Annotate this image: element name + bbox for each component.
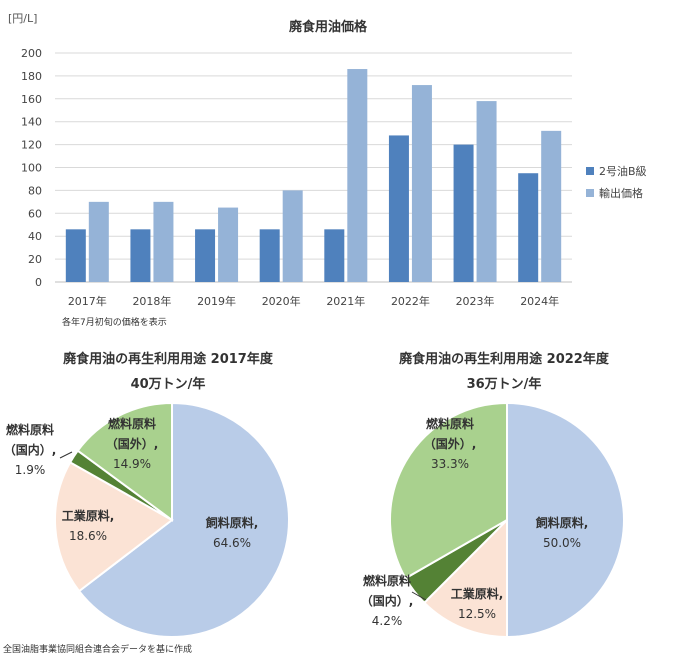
pie-2017-subtitle: 40万トン/年 bbox=[131, 376, 206, 392]
legend-entry: 輸出価格 bbox=[599, 186, 643, 200]
pie-2022-subtitle: 36万トン/年 bbox=[467, 376, 542, 392]
pie-data-label: 18.6% bbox=[69, 529, 107, 543]
bar-grade2b-2023年 bbox=[453, 144, 474, 282]
pie-slice bbox=[422, 517, 508, 639]
y-tick-labels: 0 20 40 60 80 100 120 140 160 180 200 bbox=[21, 47, 42, 289]
pie-data-label: 14.9% bbox=[113, 457, 151, 471]
bar-grade2b-2022年 bbox=[388, 135, 409, 282]
bar-export-2020年 bbox=[282, 190, 303, 282]
pie-data-label: 燃料原料 bbox=[108, 416, 156, 431]
x-tick-label: 2017年 bbox=[68, 294, 107, 308]
bar-chart-title: 廃食用油価格 bbox=[288, 19, 368, 35]
y-tick-label: 160 bbox=[21, 93, 42, 106]
bar-export-2024年 bbox=[541, 130, 562, 282]
pie-data-label: 飼料原料, bbox=[535, 515, 589, 530]
pie-chart-2022: 廃食用油の再生利用用途 2022年度 36万トン/年 飼料原料, 50.0% 工業原… bbox=[361, 351, 625, 639]
bar-grade2b-2019年 bbox=[195, 229, 216, 282]
source-note: 全国油脂事業協同組合連合会データを基に作成 bbox=[3, 643, 192, 655]
bar-grade2b-2021年 bbox=[324, 229, 345, 282]
y-tick-label: 100 bbox=[21, 162, 42, 175]
y-tick-label: 0 bbox=[35, 276, 42, 289]
x-tick-label: 2021年 bbox=[326, 294, 365, 308]
y-tick-label: 140 bbox=[21, 116, 42, 129]
pie-data-label: 50.0% bbox=[543, 536, 581, 550]
pie-data-label: 4.2% bbox=[372, 614, 403, 628]
pie-data-label: 燃料原料 bbox=[363, 573, 411, 588]
leader-line bbox=[59, 451, 73, 459]
y-tick-label: 180 bbox=[21, 70, 42, 83]
pie-data-label: 工業原料, bbox=[451, 586, 504, 601]
x-tick-label: 2019年 bbox=[197, 294, 236, 308]
pie-2022-slices bbox=[389, 401, 625, 639]
pie-chart-2017: 廃食用油の再生利用用途 2017年度 40万トン/年 飼料原料, 64.6% 工業原… bbox=[4, 351, 290, 638]
pie-data-label: （国外）, bbox=[106, 436, 159, 451]
x-tick-label: 2022年 bbox=[391, 294, 430, 308]
pie-data-label: 1.9% bbox=[15, 463, 46, 477]
pie-slice bbox=[77, 401, 290, 638]
bar-export-2023年 bbox=[476, 101, 497, 282]
y-tick-label: 20 bbox=[28, 253, 42, 266]
pie-data-label: 12.5% bbox=[458, 607, 496, 621]
pie-slice bbox=[389, 401, 508, 580]
pie-2017-labels: 飼料原料, 64.6% 工業原料, 18.6% 燃料原料 （国内）, 1.9% 燃料原料 （国外… bbox=[4, 416, 259, 550]
y-tick-label: 40 bbox=[28, 230, 42, 243]
y-tick-label: 60 bbox=[28, 207, 42, 220]
pie-data-label: 燃料原料 bbox=[426, 416, 474, 431]
bar-export-2018年 bbox=[153, 201, 174, 282]
y-tick-label: 200 bbox=[21, 47, 42, 60]
pie-2022-labels: 飼料原料, 50.0% 工業原料, 12.5% 燃料原料 （国内）, 4.2% 燃料原料 （国外… bbox=[361, 416, 589, 628]
y-axis-label: [円/L] bbox=[8, 12, 37, 25]
price-bar-chart: [円/L] 廃食用油価格 0 20 40 60 80 100 120 140 160 180 200… bbox=[8, 12, 647, 328]
bar-marks bbox=[65, 69, 562, 282]
pie-slice bbox=[54, 460, 174, 593]
pie-data-label: （国内）, bbox=[361, 593, 414, 608]
pie-data-label: （国外）, bbox=[424, 436, 477, 451]
bar-grade2b-2024年 bbox=[518, 173, 539, 282]
chart-note: 各年7月初旬の価格を表示 bbox=[62, 316, 167, 328]
bar-grade2b-2018年 bbox=[130, 229, 151, 282]
bar-export-2021年 bbox=[347, 69, 368, 282]
y-tick-label: 80 bbox=[28, 184, 42, 197]
pie-data-label: 33.3% bbox=[431, 457, 469, 471]
x-tick-label: 2020年 bbox=[262, 294, 301, 308]
pie-data-label: 工業原料, bbox=[62, 508, 115, 523]
pie-data-label: 64.6% bbox=[213, 536, 251, 550]
pie-slice bbox=[76, 401, 173, 522]
pie-data-label: 燃料原料 bbox=[6, 422, 54, 437]
leader-line bbox=[411, 591, 427, 601]
legend-entry: 2号油B級 bbox=[599, 164, 647, 178]
bar-grade2b-2020年 bbox=[259, 229, 280, 282]
pie-slice bbox=[506, 401, 625, 639]
bar-export-2019年 bbox=[218, 207, 239, 282]
legend-swatch bbox=[586, 189, 594, 197]
x-tick-labels: 2017年 2018年 2019年 2020年 2021年 2022年 2023年 2024年 bbox=[68, 294, 559, 308]
bar-export-2022年 bbox=[411, 85, 432, 282]
pie-data-label: （国内）, bbox=[4, 442, 57, 457]
pie-2017-slices bbox=[54, 401, 290, 638]
pie-2017-title: 廃食用油の再生利用用途 2017年度 bbox=[62, 351, 274, 367]
bar-grade2b-2017年 bbox=[65, 229, 86, 282]
y-tick-label: 120 bbox=[21, 139, 42, 152]
legend-swatch bbox=[586, 167, 594, 175]
pie-data-label: 飼料原料, bbox=[205, 515, 259, 530]
bar-export-2017年 bbox=[88, 201, 109, 282]
pie-2022-title: 廃食用油の再生利用用途 2022年度 bbox=[398, 351, 610, 367]
x-tick-label: 2018年 bbox=[132, 294, 171, 308]
x-tick-label: 2024年 bbox=[520, 294, 559, 308]
x-tick-label: 2023年 bbox=[456, 294, 495, 308]
